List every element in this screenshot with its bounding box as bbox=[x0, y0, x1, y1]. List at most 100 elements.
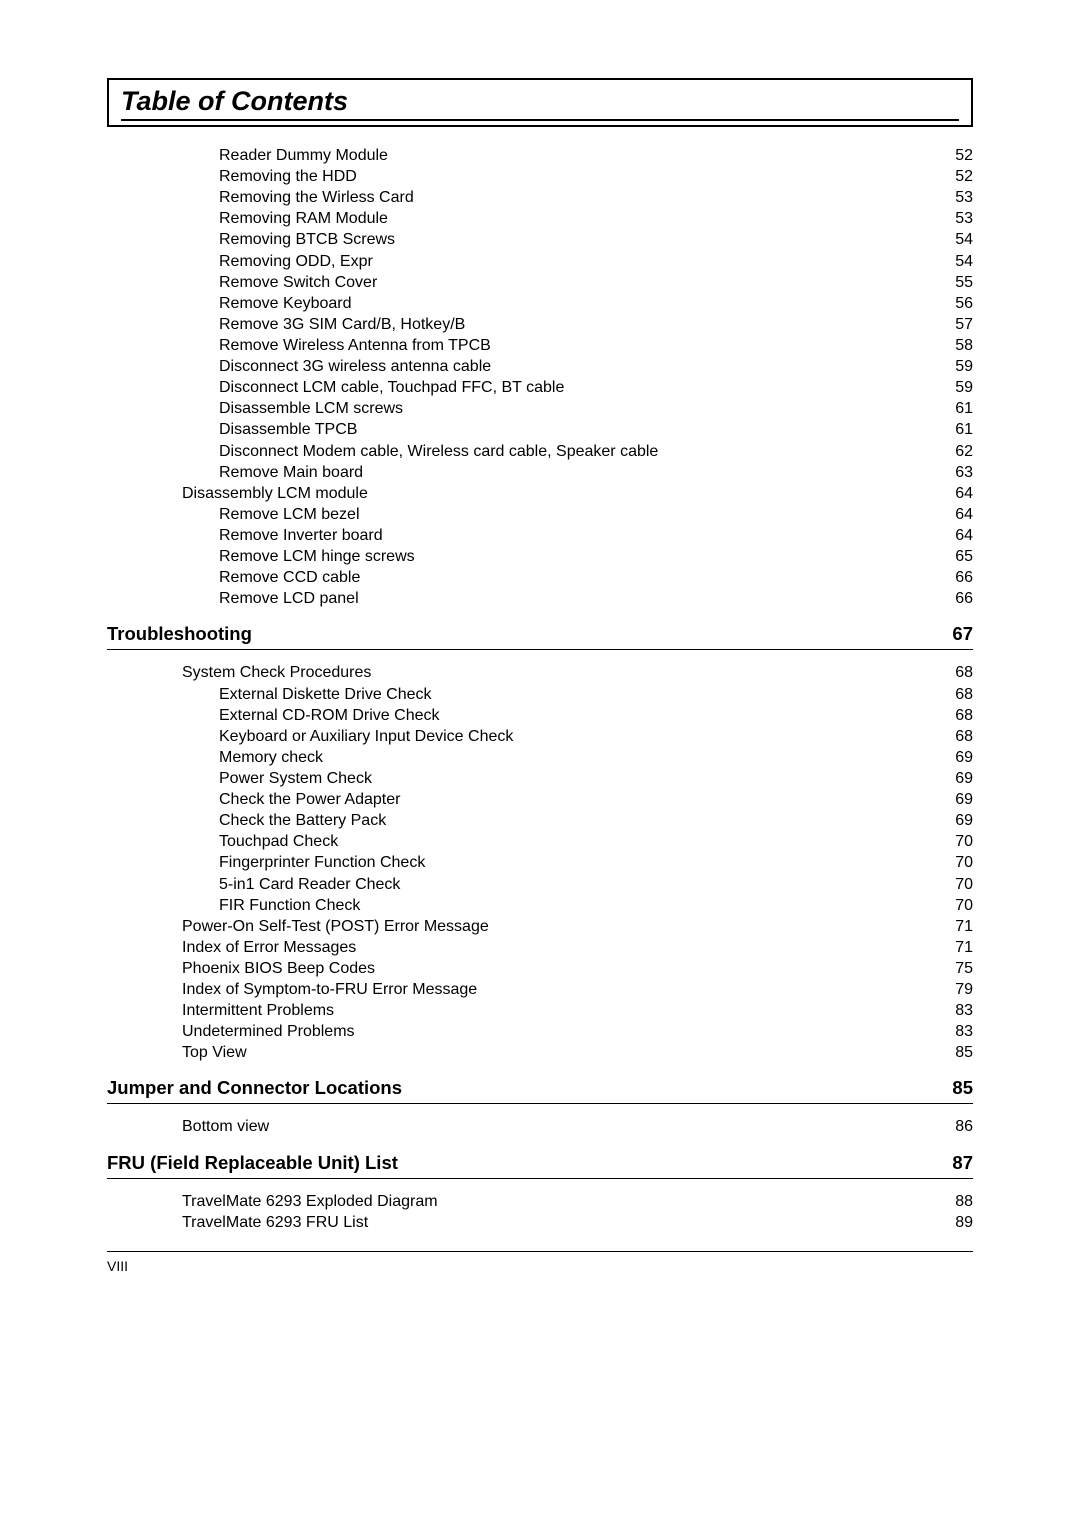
toc-entry-label: Remove CCD cable bbox=[219, 567, 365, 588]
toc-entry: Disconnect LCM cable, Touchpad FFC, BT c… bbox=[107, 377, 973, 398]
table-of-contents: Reader Dummy Module 52Removing the HDD 5… bbox=[107, 145, 973, 1233]
toc-entry-label: Disconnect Modem cable, Wireless card ca… bbox=[219, 441, 663, 462]
toc-section-label: Jumper and Connector Locations bbox=[107, 1077, 402, 1099]
toc-entry: Remove 3G SIM Card/B, Hotkey/B 57 bbox=[107, 314, 973, 335]
toc-entry-page: 68 bbox=[955, 726, 973, 747]
toc-entry-page: 68 bbox=[955, 662, 973, 683]
toc-entry-page: 54 bbox=[955, 229, 973, 250]
toc-entry-label: External CD-ROM Drive Check bbox=[219, 705, 444, 726]
toc-entry-label: Disconnect LCM cable, Touchpad FFC, BT c… bbox=[219, 377, 569, 398]
toc-entry: TravelMate 6293 Exploded Diagram 88 bbox=[107, 1191, 973, 1212]
toc-entry-label: Remove LCM hinge screws bbox=[219, 546, 419, 567]
toc-entry-page: 52 bbox=[955, 166, 973, 187]
title-box: Table of Contents bbox=[107, 78, 973, 127]
toc-entry-label: Removing RAM Module bbox=[219, 208, 392, 229]
toc-entry: Disconnect 3G wireless antenna cable 59 bbox=[107, 356, 973, 377]
toc-entry: Power-On Self-Test (POST) Error Message … bbox=[107, 916, 973, 937]
toc-entry-label: Remove Keyboard bbox=[219, 293, 356, 314]
toc-entry-page: 61 bbox=[955, 419, 973, 440]
toc-entry-page: 64 bbox=[955, 483, 973, 504]
toc-entry-label: Remove Main board bbox=[219, 462, 368, 483]
toc-entry-label: Keyboard or Auxiliary Input Device Check bbox=[219, 726, 518, 747]
toc-entry-label: Index of Error Messages bbox=[182, 937, 361, 958]
toc-entry-page: 59 bbox=[955, 377, 973, 398]
toc-entry-page: 70 bbox=[955, 874, 973, 895]
toc-entry-label: Reader Dummy Module bbox=[219, 145, 392, 166]
toc-section-page: 87 bbox=[952, 1152, 973, 1174]
toc-entry-page: 89 bbox=[955, 1212, 973, 1233]
toc-entry-page: 53 bbox=[955, 187, 973, 208]
toc-entry-label: Intermittent Problems bbox=[182, 1000, 339, 1021]
toc-entry-label: Removing BTCB Screws bbox=[219, 229, 400, 250]
toc-entry: Disconnect Modem cable, Wireless card ca… bbox=[107, 441, 973, 462]
toc-entry: External Diskette Drive Check 68 bbox=[107, 684, 973, 705]
toc-entry-label: Bottom view bbox=[182, 1116, 274, 1137]
toc-entry-page: 52 bbox=[955, 145, 973, 166]
toc-entry: Bottom view 86 bbox=[107, 1116, 973, 1137]
toc-entry: Power System Check 69 bbox=[107, 768, 973, 789]
toc-entry-label: Fingerprinter Function Check bbox=[219, 852, 430, 873]
toc-entry: External CD-ROM Drive Check 68 bbox=[107, 705, 973, 726]
toc-entry-label: Remove Inverter board bbox=[219, 525, 387, 546]
toc-entry-page: 54 bbox=[955, 251, 973, 272]
toc-entry-label: Remove LCD panel bbox=[219, 588, 363, 609]
toc-entry-label: Phoenix BIOS Beep Codes bbox=[182, 958, 379, 979]
page-content: Table of Contents Reader Dummy Module 52… bbox=[107, 78, 973, 1274]
toc-entry: Index of Error Messages 71 bbox=[107, 937, 973, 958]
toc-entry: Touchpad Check 70 bbox=[107, 831, 973, 852]
toc-entry-page: 59 bbox=[955, 356, 973, 377]
toc-entry: Remove Inverter board 64 bbox=[107, 525, 973, 546]
toc-entry-page: 55 bbox=[955, 272, 973, 293]
toc-entry: Disassemble TPCB 61 bbox=[107, 419, 973, 440]
toc-section-page: 67 bbox=[952, 623, 973, 645]
toc-entry: Fingerprinter Function Check 70 bbox=[107, 852, 973, 873]
toc-entry-label: External Diskette Drive Check bbox=[219, 684, 436, 705]
toc-entry-page: 65 bbox=[955, 546, 973, 567]
toc-entry-label: Check the Power Adapter bbox=[219, 789, 405, 810]
toc-entry-label: Disassemble TPCB bbox=[219, 419, 362, 440]
toc-entry-page: 53 bbox=[955, 208, 973, 229]
toc-entry-page: 56 bbox=[955, 293, 973, 314]
toc-entry-page: 70 bbox=[955, 895, 973, 916]
toc-entry: Reader Dummy Module 52 bbox=[107, 145, 973, 166]
toc-entry-label: Check the Battery Pack bbox=[219, 810, 391, 831]
toc-entry-page: 71 bbox=[955, 916, 973, 937]
toc-entry: Disassemble LCM screws 61 bbox=[107, 398, 973, 419]
toc-entry: TravelMate 6293 FRU List 89 bbox=[107, 1212, 973, 1233]
toc-entry-label: Remove LCM bezel bbox=[219, 504, 364, 525]
toc-entry-page: 57 bbox=[955, 314, 973, 335]
toc-entry: Remove LCD panel 66 bbox=[107, 588, 973, 609]
toc-entry-page: 69 bbox=[955, 747, 973, 768]
toc-entry-label: Removing the HDD bbox=[219, 166, 361, 187]
toc-entry: Remove Wireless Antenna from TPCB 58 bbox=[107, 335, 973, 356]
toc-entry-page: 66 bbox=[955, 567, 973, 588]
toc-entry-page: 69 bbox=[955, 768, 973, 789]
toc-entry-page: 69 bbox=[955, 810, 973, 831]
toc-entry-page: 88 bbox=[955, 1191, 973, 1212]
toc-entry: Removing the HDD 52 bbox=[107, 166, 973, 187]
toc-entry-page: 85 bbox=[955, 1042, 973, 1063]
toc-entry-page: 64 bbox=[955, 525, 973, 546]
toc-entry-page: 63 bbox=[955, 462, 973, 483]
page-footer: VIII bbox=[107, 1251, 973, 1274]
toc-entry-page: 71 bbox=[955, 937, 973, 958]
toc-entry-label: Power-On Self-Test (POST) Error Message bbox=[182, 916, 493, 937]
toc-entry: Intermittent Problems 83 bbox=[107, 1000, 973, 1021]
toc-entry-label: System Check Procedures bbox=[182, 662, 376, 683]
toc-entry: Top View 85 bbox=[107, 1042, 973, 1063]
toc-section-heading: Jumper and Connector Locations85 bbox=[107, 1077, 973, 1104]
toc-entry: Remove Main board 63 bbox=[107, 462, 973, 483]
toc-entry-label: TravelMate 6293 FRU List bbox=[182, 1212, 373, 1233]
toc-entry-page: 58 bbox=[955, 335, 973, 356]
toc-entry-label: Index of Symptom-to-FRU Error Message bbox=[182, 979, 482, 1000]
toc-entry-label: Power System Check bbox=[219, 768, 376, 789]
toc-entry: Phoenix BIOS Beep Codes 75 bbox=[107, 958, 973, 979]
toc-entry: Removing RAM Module 53 bbox=[107, 208, 973, 229]
toc-entry-page: 62 bbox=[955, 441, 973, 462]
toc-entry: Remove LCM bezel 64 bbox=[107, 504, 973, 525]
toc-entry-page: 69 bbox=[955, 789, 973, 810]
toc-entry-page: 64 bbox=[955, 504, 973, 525]
toc-entry-label: Remove Wireless Antenna from TPCB bbox=[219, 335, 495, 356]
page-number: VIII bbox=[107, 1258, 128, 1274]
toc-entry: FIR Function Check 70 bbox=[107, 895, 973, 916]
